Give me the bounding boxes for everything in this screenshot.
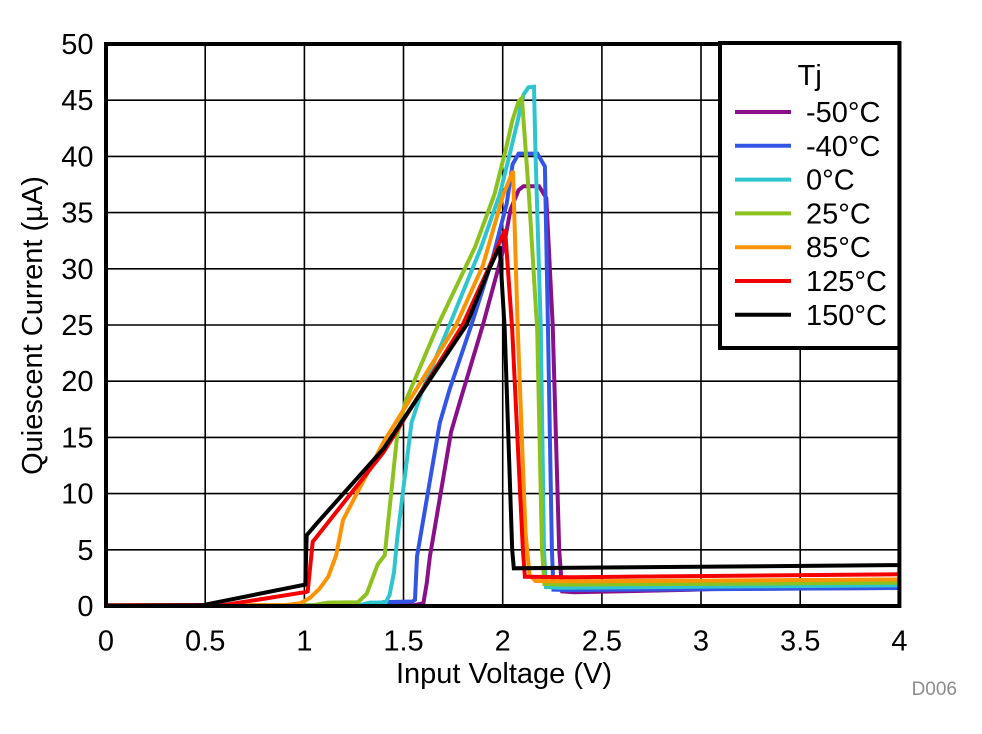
svg-text:Tj: Tj [798, 60, 822, 92]
svg-text:25: 25 [61, 310, 93, 342]
svg-text:0°C: 0°C [806, 165, 855, 197]
svg-text:0: 0 [98, 626, 114, 658]
svg-text:1.5: 1.5 [383, 626, 423, 658]
svg-text:125°C: 125°C [806, 266, 887, 298]
svg-text:2.5: 2.5 [582, 626, 622, 658]
svg-text:35: 35 [61, 198, 93, 230]
svg-text:15: 15 [61, 422, 93, 454]
svg-text:40: 40 [61, 141, 93, 173]
svg-text:3: 3 [693, 626, 709, 658]
svg-text:-50°C: -50°C [806, 97, 880, 129]
svg-text:Quiescent Current (µA): Quiescent Current (µA) [17, 176, 49, 475]
svg-text:50: 50 [61, 29, 93, 61]
svg-text:D006: D006 [912, 679, 957, 700]
svg-text:85°C: 85°C [806, 232, 871, 264]
svg-text:30: 30 [61, 254, 93, 286]
svg-text:1: 1 [296, 626, 312, 658]
svg-text:150°C: 150°C [806, 300, 887, 332]
svg-text:5: 5 [77, 535, 93, 567]
svg-text:0.5: 0.5 [185, 626, 225, 658]
svg-text:4: 4 [891, 626, 907, 658]
svg-text:3.5: 3.5 [780, 626, 820, 658]
svg-text:2: 2 [495, 626, 511, 658]
svg-text:Input Voltage (V): Input Voltage (V) [396, 658, 612, 690]
svg-text:0: 0 [77, 591, 93, 623]
svg-text:-40°C: -40°C [806, 131, 880, 163]
svg-text:25°C: 25°C [806, 198, 871, 230]
svg-text:10: 10 [61, 479, 93, 511]
svg-text:20: 20 [61, 366, 93, 398]
svg-text:45: 45 [61, 85, 93, 117]
